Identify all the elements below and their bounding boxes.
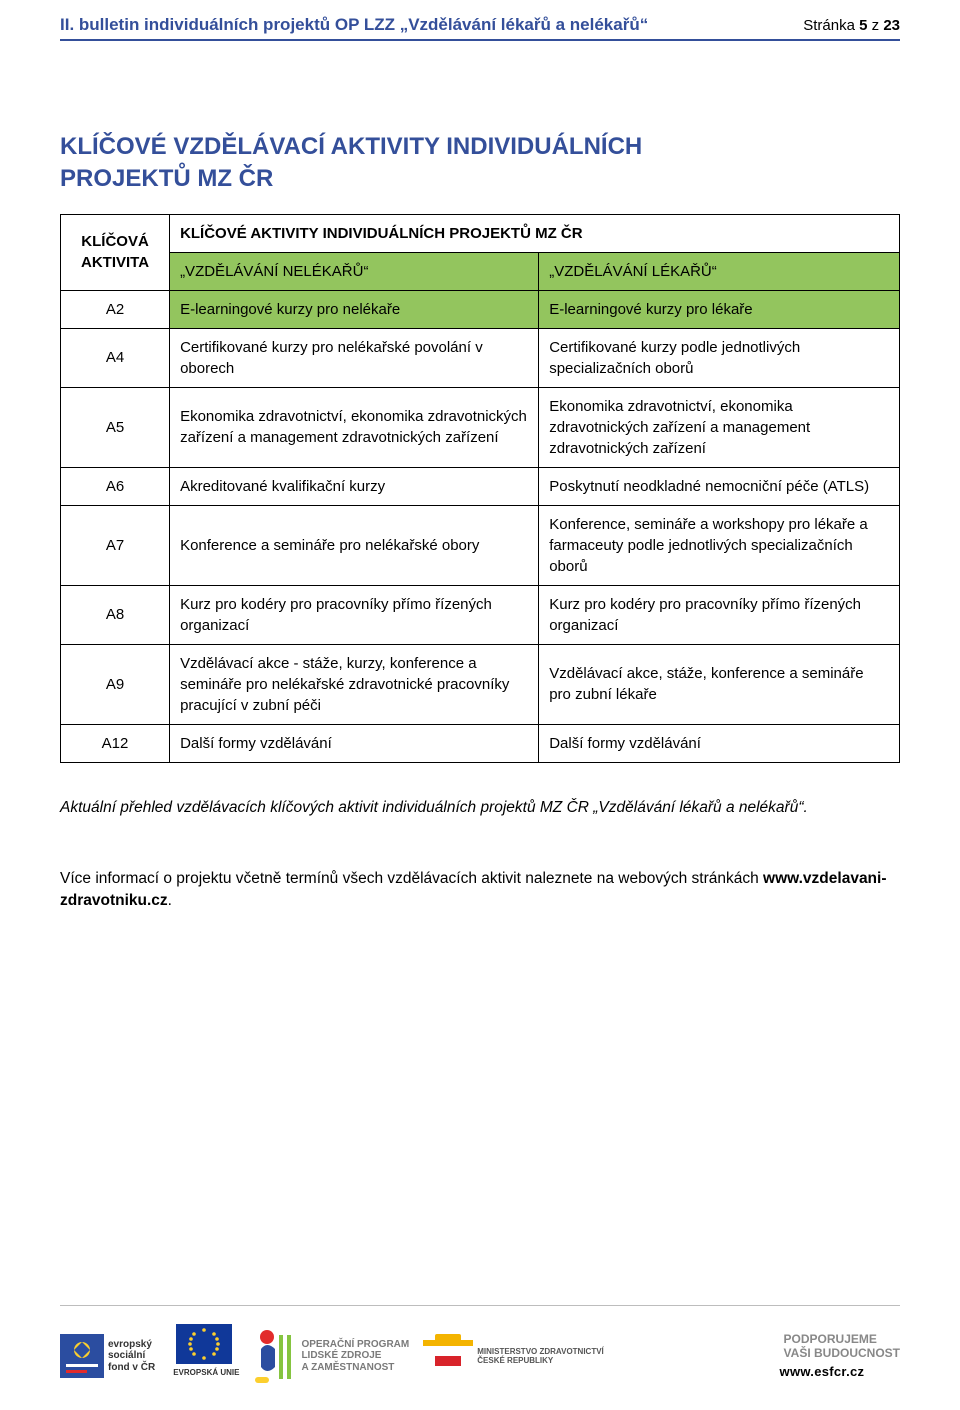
row-left: Certifikované kurzy pro nelékařské povol… <box>170 328 539 387</box>
table-row: A5Ekonomika zdravotnictví, ekonomika zdr… <box>61 387 900 467</box>
table-subhead-left: „VZDĚLÁVÁNÍ NELÉKAŘŮ“ <box>170 252 539 290</box>
table-row: A7Konference a semináře pro nelékařské o… <box>61 505 900 585</box>
table-row: A12Další formy vzděláváníDalší formy vzd… <box>61 724 900 762</box>
table-row: A2E-learningové kurzy pro nelékařeE-lear… <box>61 290 900 328</box>
note-text: Aktuální přehled vzdělávacích klíčových … <box>60 797 900 819</box>
table-row: A8Kurz pro kodéry pro pracovníky přímo ř… <box>61 585 900 644</box>
row-left: Ekonomika zdravotnictví, ekonomika zdrav… <box>170 387 539 467</box>
mzcr-logo: MINISTERSTVO ZDRAVOTNICTVÍ ČESKÉ REPUBLI… <box>423 1324 604 1388</box>
page-number: Stránka 5 z 23 <box>803 17 900 34</box>
row-id: A4 <box>61 328 170 387</box>
esf-icon <box>60 1334 104 1378</box>
table-head-label: KLÍČOVÁ AKTIVITA <box>61 214 170 290</box>
table-row: A4Certifikované kurzy pro nelékařské pov… <box>61 328 900 387</box>
row-id: A9 <box>61 644 170 724</box>
row-right: E-learningové kurzy pro lékaře <box>539 290 900 328</box>
row-right: Certifikované kurzy podle jednotlivých s… <box>539 328 900 387</box>
row-id: A8 <box>61 585 170 644</box>
esf-logo: evropský sociální fond v ČR <box>60 1324 155 1388</box>
section-title: KLÍČOVÉ VZDĚLÁVACÍ AKTIVITY INDIVIDUÁLNÍ… <box>60 131 900 196</box>
row-right: Ekonomika zdravotnictví, ekonomika zdrav… <box>539 387 900 467</box>
row-id: A12 <box>61 724 170 762</box>
row-left: Akreditované kvalifikační kurzy <box>170 467 539 505</box>
row-left: Vzdělávací akce - stáže, kurzy, konferen… <box>170 644 539 724</box>
running-header-title: II. bulletin individuálních projektů OP … <box>60 15 648 35</box>
running-header: II. bulletin individuálních projektů OP … <box>60 15 900 41</box>
oplzz-icon <box>253 1327 297 1385</box>
row-left: Kurz pro kodéry pro pracovníky přímo říz… <box>170 585 539 644</box>
eu-logo: EVROPSKÁ UNIE <box>169 1324 239 1388</box>
activity-table: KLÍČOVÁ AKTIVITA KLÍČOVÉ AKTIVITY INDIVI… <box>60 214 900 763</box>
row-left: E-learningové kurzy pro nelékaře <box>170 290 539 328</box>
table-subhead-right: „VZDĚLÁVÁNÍ LÉKAŘŮ“ <box>539 252 900 290</box>
row-right: Kurz pro kodéry pro pracovníky přímo říz… <box>539 585 900 644</box>
support-label: PODPORUJEME VAŠI BUDOUCNOST www.esfcr.cz <box>780 1333 900 1380</box>
row-id: A7 <box>61 505 170 585</box>
table-row: A9Vzdělávací akce - stáže, kurzy, konfer… <box>61 644 900 724</box>
row-id: A5 <box>61 387 170 467</box>
info-text: Více informací o projektu včetně termínů… <box>60 868 900 911</box>
row-right: Poskytnutí neodkladné nemocniční péče (A… <box>539 467 900 505</box>
row-id: A6 <box>61 467 170 505</box>
oplzz-logo: OPERAČNÍ PROGRAM LIDSKÉ ZDROJE A ZAMĚSTN… <box>253 1324 409 1388</box>
table-head-span: KLÍČOVÉ AKTIVITY INDIVIDUÁLNÍCH PROJEKTŮ… <box>170 214 900 252</box>
support-url: www.esfcr.cz <box>780 1364 865 1379</box>
mzcr-icon <box>423 1334 473 1378</box>
row-right: Vzdělávací akce, stáže, konference a sem… <box>539 644 900 724</box>
row-right: Další formy vzdělávání <box>539 724 900 762</box>
row-left: Konference a semináře pro nelékařské obo… <box>170 505 539 585</box>
footer: evropský sociální fond v ČR EVROPSKÁ UNI… <box>60 1305 900 1410</box>
row-right: Konference, semináře a workshopy pro lék… <box>539 505 900 585</box>
row-left: Další formy vzdělávání <box>170 724 539 762</box>
table-row: A6Akreditované kvalifikační kurzyPoskytn… <box>61 467 900 505</box>
row-id: A2 <box>61 290 170 328</box>
eu-flag-icon <box>176 1324 232 1364</box>
